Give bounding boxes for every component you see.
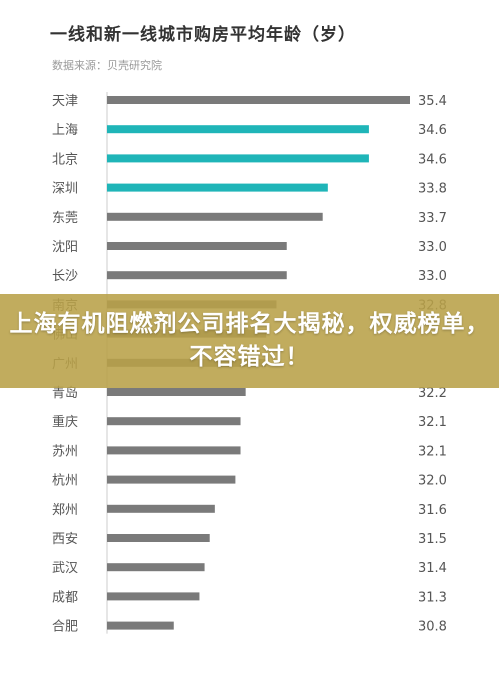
- bar: [107, 534, 210, 542]
- headline-banner: [0, 294, 499, 388]
- category-label: 长沙: [52, 269, 78, 284]
- bar: [107, 417, 241, 426]
- value-label: 33.0: [418, 269, 447, 284]
- category-label: 沈阳: [52, 240, 78, 255]
- value-label: 31.6: [418, 503, 447, 518]
- value-label: 31.3: [418, 590, 447, 605]
- value-label: 33.7: [418, 211, 447, 226]
- chart-title: 一线和新一线城市购房平均年龄（岁）: [50, 25, 356, 45]
- headline-text: 上海有机阻燃剂公司排名大揭秘，权威榜单，不容错过！: [9, 311, 490, 370]
- value-label: 31.5: [418, 532, 447, 547]
- bar: [107, 212, 323, 221]
- category-label: 西安: [52, 532, 78, 547]
- category-label: 郑州: [52, 503, 78, 518]
- bar: [107, 183, 328, 192]
- category-label: 深圳: [52, 182, 78, 197]
- value-label: 33.0: [418, 240, 447, 255]
- chart-source: 数据来源：贝壳研究院: [52, 59, 162, 72]
- bar: [107, 563, 205, 572]
- bar: [107, 592, 200, 601]
- category-label: 合肥: [52, 620, 78, 635]
- value-label: 31.4: [418, 561, 447, 576]
- category-label: 苏州: [52, 443, 78, 459]
- bar: [107, 446, 241, 455]
- bar: [107, 388, 246, 396]
- category-label: 青岛: [52, 385, 78, 401]
- bar: [107, 504, 215, 513]
- bar: [107, 125, 369, 134]
- value-label: 30.8: [418, 620, 447, 635]
- bar: [107, 621, 174, 630]
- category-label: 成都: [52, 590, 78, 605]
- value-label: 34.6: [418, 123, 447, 138]
- category-label: 上海: [52, 123, 78, 138]
- category-label: 东莞: [52, 211, 78, 226]
- bar: [107, 96, 410, 104]
- bar: [107, 271, 287, 280]
- value-label: 35.4: [418, 94, 447, 109]
- bar: [107, 154, 369, 163]
- value-label: 33.8: [418, 182, 447, 197]
- category-label: 杭州: [52, 474, 78, 489]
- value-label: 32.1: [418, 444, 447, 459]
- value-label: 32.0: [418, 474, 447, 489]
- category-label: 天津: [52, 94, 78, 109]
- category-label: 重庆: [52, 414, 78, 430]
- bar: [107, 475, 236, 484]
- value-label: 34.6: [418, 152, 447, 167]
- bar: [107, 242, 287, 250]
- category-label: 北京: [52, 152, 78, 167]
- category-label: 武汉: [52, 561, 78, 576]
- value-label: 32.2: [418, 386, 447, 401]
- value-label: 32.1: [418, 415, 447, 430]
